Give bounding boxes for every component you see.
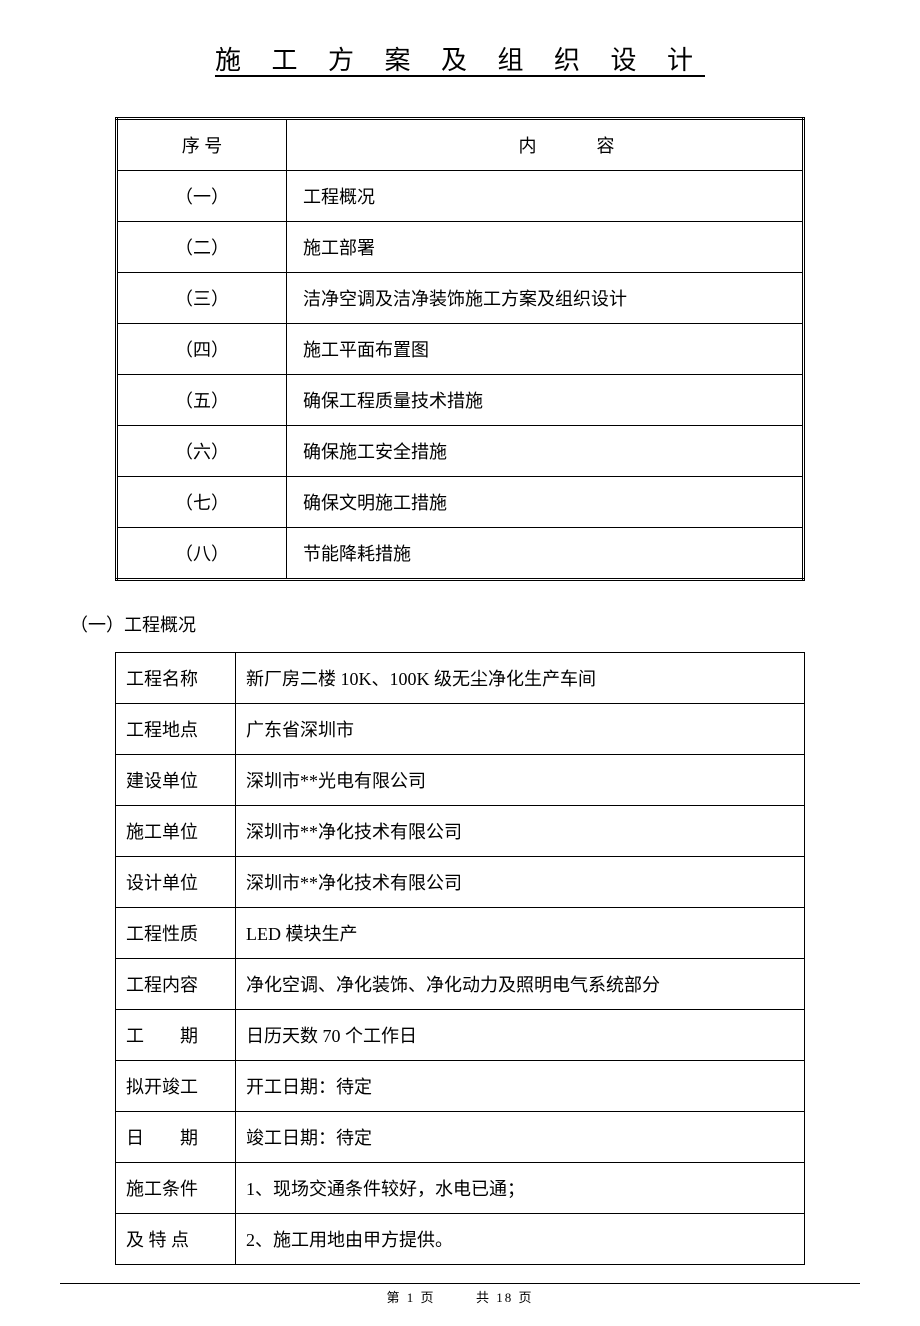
toc-content: 确保工程质量技术措施 xyxy=(287,375,804,426)
info-value: 净化空调、净化装饰、净化动力及照明电气系统部分 xyxy=(236,959,805,1010)
footer-prefix: 第 xyxy=(386,1290,401,1305)
table-row: 日 期 竣工日期：待定 xyxy=(116,1112,805,1163)
info-label: 拟开竣工 xyxy=(116,1061,236,1112)
table-row: 工程名称 新厂房二楼 10K、100K 级无尘净化生产车间 xyxy=(116,653,805,704)
table-row: （五） 确保工程质量技术措施 xyxy=(117,375,804,426)
table-row: 建设单位 深圳市**光电有限公司 xyxy=(116,755,805,806)
info-label: 日 期 xyxy=(116,1112,236,1163)
info-value: 新厂房二楼 10K、100K 级无尘净化生产车间 xyxy=(236,653,805,704)
project-info-table: 工程名称 新厂房二楼 10K、100K 级无尘净化生产车间 工程地点 广东省深圳… xyxy=(115,652,805,1265)
section-heading: （一）工程概况 xyxy=(60,611,860,637)
info-label: 工程内容 xyxy=(116,959,236,1010)
table-row: 工程内容 净化空调、净化装饰、净化动力及照明电气系统部分 xyxy=(116,959,805,1010)
footer-mid: 页 xyxy=(420,1290,435,1305)
toc-num: （三） xyxy=(117,273,287,324)
info-label: 建设单位 xyxy=(116,755,236,806)
table-row: （二） 施工部署 xyxy=(117,222,804,273)
info-value: 2、施工用地由甲方提供。 xyxy=(236,1214,805,1265)
footer-suffix: 页 xyxy=(519,1290,534,1305)
table-row: （七） 确保文明施工措施 xyxy=(117,477,804,528)
table-row: 设计单位 深圳市**净化技术有限公司 xyxy=(116,857,805,908)
page-footer: 第 1 页 共 18 页 xyxy=(60,1283,860,1306)
table-row: （八） 节能降耗措施 xyxy=(117,528,804,580)
info-label: 施工单位 xyxy=(116,806,236,857)
info-value: 竣工日期：待定 xyxy=(236,1112,805,1163)
table-row: （三） 洁净空调及洁净装饰施工方案及组织设计 xyxy=(117,273,804,324)
table-row: 拟开竣工 开工日期：待定 xyxy=(116,1061,805,1112)
toc-content: 施工平面布置图 xyxy=(287,324,804,375)
toc-num: （六） xyxy=(117,426,287,477)
table-row: 工程地点 广东省深圳市 xyxy=(116,704,805,755)
info-label: 工程性质 xyxy=(116,908,236,959)
footer-sep: 共 xyxy=(476,1290,491,1305)
footer-page-total: 18 xyxy=(496,1290,513,1305)
table-row: （一） 工程概况 xyxy=(117,171,804,222)
toc-content: 节能降耗措施 xyxy=(287,528,804,580)
toc-body: （一） 工程概况 （二） 施工部署 （三） 洁净空调及洁净装饰施工方案及组织设计… xyxy=(117,171,804,580)
info-label: 施工条件 xyxy=(116,1163,236,1214)
toc-num: （四） xyxy=(117,324,287,375)
toc-content: 工程概况 xyxy=(287,171,804,222)
info-value: 开工日期：待定 xyxy=(236,1061,805,1112)
info-value: 深圳市**净化技术有限公司 xyxy=(236,806,805,857)
info-value: 日历天数 70 个工作日 xyxy=(236,1010,805,1061)
toc-content: 确保施工安全措施 xyxy=(287,426,804,477)
table-row: 施工条件 1、现场交通条件较好，水电已通； xyxy=(116,1163,805,1214)
toc-content: 施工部署 xyxy=(287,222,804,273)
toc-num: （八） xyxy=(117,528,287,580)
table-row: 工程性质 LED 模块生产 xyxy=(116,908,805,959)
toc-content: 确保文明施工措施 xyxy=(287,477,804,528)
toc-header-content: 内容 xyxy=(287,119,804,171)
table-row: （四） 施工平面布置图 xyxy=(117,324,804,375)
info-label: 工程名称 xyxy=(116,653,236,704)
table-row: （六） 确保施工安全措施 xyxy=(117,426,804,477)
info-label: 设计单位 xyxy=(116,857,236,908)
toc-num: （五） xyxy=(117,375,287,426)
toc-num: （二） xyxy=(117,222,287,273)
table-row: 施工单位 深圳市**净化技术有限公司 xyxy=(116,806,805,857)
footer-page-current: 1 xyxy=(407,1290,416,1305)
table-row: 工 期 日历天数 70 个工作日 xyxy=(116,1010,805,1061)
info-label: 工 期 xyxy=(116,1010,236,1061)
info-value: 深圳市**光电有限公司 xyxy=(236,755,805,806)
toc-table: 序 号 内容 （一） 工程概况 （二） 施工部署 （三） 洁净空调及洁净装饰施工… xyxy=(115,117,805,581)
info-value: 深圳市**净化技术有限公司 xyxy=(236,857,805,908)
info-value: 1、现场交通条件较好，水电已通； xyxy=(236,1163,805,1214)
info-value: 广东省深圳市 xyxy=(236,704,805,755)
info-value: LED 模块生产 xyxy=(236,908,805,959)
toc-content: 洁净空调及洁净装饰施工方案及组织设计 xyxy=(287,273,804,324)
page-title: 施 工 方 案 及 组 织 设 计 xyxy=(60,40,860,77)
info-label: 工程地点 xyxy=(116,704,236,755)
toc-num: （一） xyxy=(117,171,287,222)
info-label: 及 特 点 xyxy=(116,1214,236,1265)
table-row: 及 特 点 2、施工用地由甲方提供。 xyxy=(116,1214,805,1265)
toc-header-num: 序 号 xyxy=(117,119,287,171)
toc-num: （七） xyxy=(117,477,287,528)
